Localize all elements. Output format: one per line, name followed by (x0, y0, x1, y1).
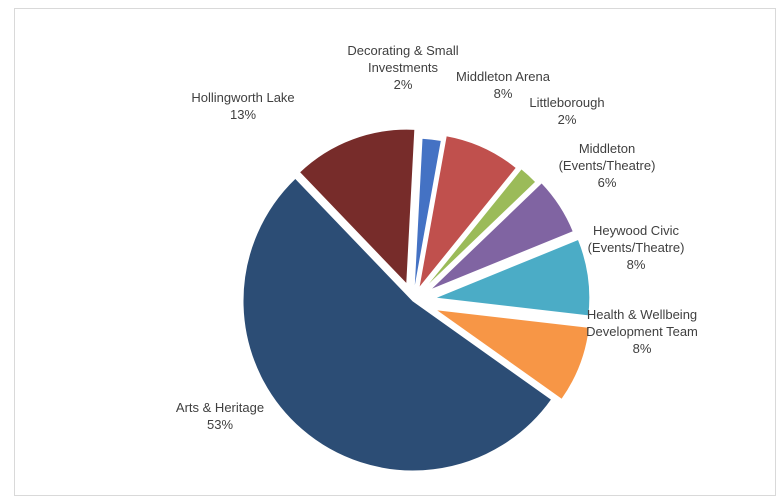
slice-label-arts-heritage: Arts & Heritage 53% (176, 400, 264, 432)
slice-name-line: Decorating & Small (347, 43, 458, 58)
slice-name-line: Middleton (579, 141, 635, 156)
slice-percent: 53% (207, 417, 233, 432)
slice-name-line: Investments (368, 60, 439, 75)
slice-label-health-wellbeing-development-team: Health & Wellbeing Development Team 8% (586, 307, 698, 356)
slice-labels: Decorating & Small Investments 2%Middleton… (176, 43, 698, 432)
slice-name-line: (Events/Theatre) (588, 240, 685, 255)
chart-area: Decorating & Small Investments 2% Middleton… (14, 8, 776, 496)
slice-name-line: Heywood Civic (593, 223, 679, 238)
slice-label-middleton-arena: Middleton Arena 8% (456, 69, 551, 101)
pie-slice-heywood-civic-events-theatre (434, 238, 591, 317)
slice-name-line: Littleborough (529, 95, 604, 110)
slice-percent: 2% (394, 77, 413, 92)
slice-name-line: Development Team (586, 324, 698, 339)
slice-percent: 2% (558, 112, 577, 127)
pie-slice-littleborough (423, 168, 537, 290)
slice-percent: 8% (494, 86, 513, 101)
pie-slice-arts-heritage (242, 177, 553, 472)
pie-chart: Decorating & Small Investments 2%Middleton… (176, 43, 698, 472)
pie-slice-middleton-events-theatre (429, 182, 574, 291)
pie-slice-middleton-arena (418, 135, 518, 289)
slice-label-littleborough: Littleborough 2% (529, 95, 604, 127)
pie-slice-decorating-small-investments (413, 137, 442, 294)
slice-label-hollingworth-lake: Hollingworth Lake 13% (191, 90, 294, 122)
slice-name-line: (Events/Theatre) (559, 158, 656, 173)
slice-percent: 8% (633, 341, 652, 356)
slice-label-middleton-events-theatre: Middleton (Events/Theatre) 6% (559, 141, 656, 190)
slice-percent: 13% (230, 107, 256, 122)
slice-name-line: Health & Wellbeing (587, 307, 697, 322)
slice-name-line: Arts & Heritage (176, 400, 264, 415)
slice-percent: 6% (598, 175, 617, 190)
slice-name-line: Middleton Arena (456, 69, 551, 84)
pie-slice-health-wellbeing-development-team (435, 309, 590, 401)
pie-slice-hollingworth-lake (298, 128, 416, 286)
pie-slices (242, 128, 591, 472)
slice-name-line: Hollingworth Lake (191, 90, 294, 105)
slice-percent: 8% (627, 257, 646, 272)
slice-label-decorating-small-investments: Decorating & Small Investments 2% (347, 43, 458, 92)
slice-label-heywood-civic-events-theatre: Heywood Civic (Events/Theatre) 8% (588, 223, 685, 272)
